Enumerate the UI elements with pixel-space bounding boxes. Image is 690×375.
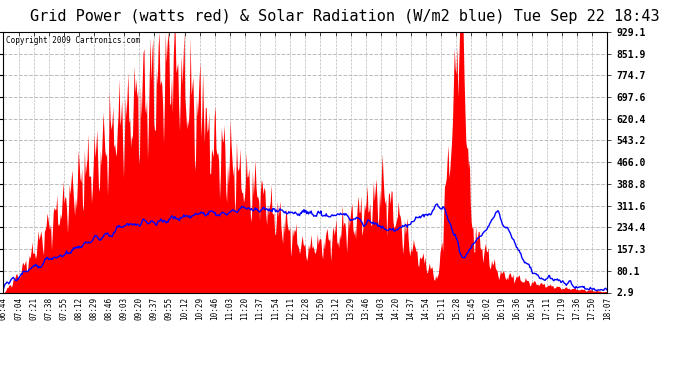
Text: Grid Power (watts red) & Solar Radiation (W/m2 blue) Tue Sep 22 18:43: Grid Power (watts red) & Solar Radiation… (30, 9, 660, 24)
Text: Copyright 2009 Cartronics.com: Copyright 2009 Cartronics.com (6, 36, 141, 45)
